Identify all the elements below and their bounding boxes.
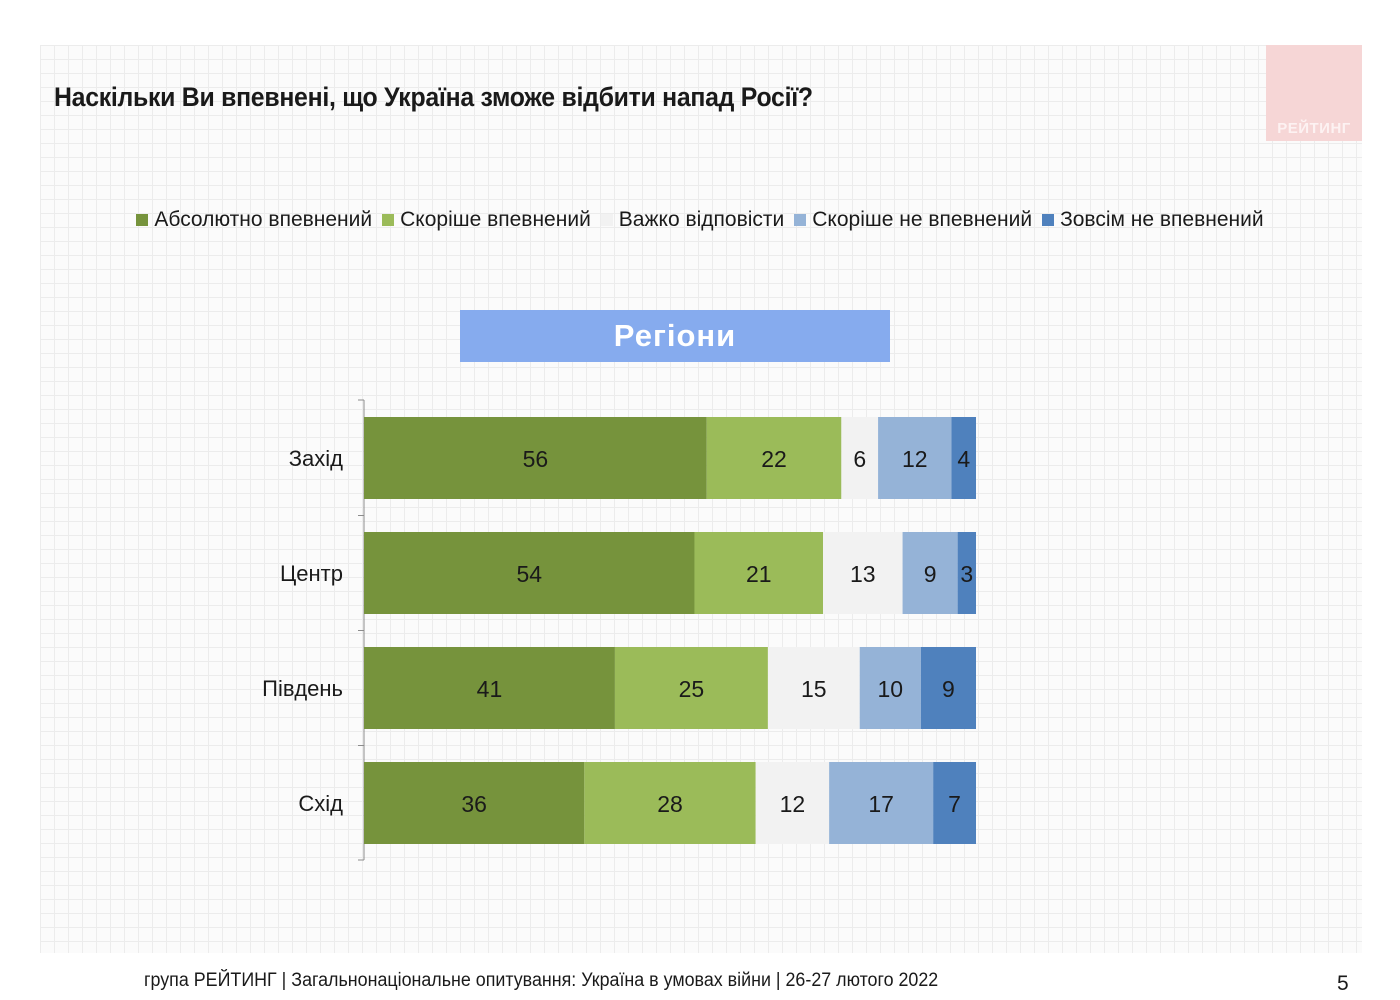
page-number: 5 xyxy=(1337,972,1349,995)
data-label: 9 xyxy=(924,561,937,587)
data-label: 36 xyxy=(461,791,487,817)
bar-segment xyxy=(823,532,903,614)
bar-segment xyxy=(957,532,976,614)
data-label: 13 xyxy=(850,561,876,587)
bar-segment xyxy=(364,417,707,499)
rating-logo: РЕЙТИНГ xyxy=(1266,45,1362,141)
bar-segment xyxy=(841,417,879,499)
legend-label: Скоріше не впевнений xyxy=(812,208,1033,231)
data-label: 28 xyxy=(657,791,683,817)
legend-item: Абсолютно впевнений xyxy=(136,208,372,232)
bar-segment xyxy=(364,532,695,614)
legend-item: Скоріше не впевнений xyxy=(794,208,1032,232)
bar-segment xyxy=(364,762,585,844)
data-label: 12 xyxy=(902,446,928,472)
bar-segment xyxy=(933,762,976,844)
data-label: 12 xyxy=(780,791,806,817)
data-label: 22 xyxy=(761,446,787,472)
logo-text: РЕЙТИНГ xyxy=(1277,120,1351,137)
bar-segment xyxy=(951,417,976,499)
category-label: Центр xyxy=(280,561,343,586)
data-label: 25 xyxy=(679,676,705,702)
bar-segment xyxy=(767,647,860,729)
category-label: Схід xyxy=(298,791,343,816)
data-label: 3 xyxy=(960,561,973,587)
legend-swatch xyxy=(136,214,149,226)
bar-segment xyxy=(878,417,952,499)
legend-swatch xyxy=(600,214,613,226)
category-label: Захід xyxy=(289,446,343,471)
legend-swatch xyxy=(382,214,395,226)
bar-segment xyxy=(859,647,921,729)
chart-legend: Абсолютно впевнений Скоріше впевнений Важк… xyxy=(0,208,1400,232)
data-label: 10 xyxy=(878,676,904,702)
data-label: 56 xyxy=(523,446,549,472)
data-label: 17 xyxy=(868,791,894,817)
legend-item: Скоріше впевнений xyxy=(382,208,591,232)
footer-text: група РЕЙТИНГ | Загальнонаціональне опит… xyxy=(144,970,939,991)
legend-swatch xyxy=(1042,214,1055,226)
data-label: 54 xyxy=(516,561,542,587)
bar-segment xyxy=(694,532,823,614)
legend-swatch xyxy=(794,214,807,226)
data-label: 6 xyxy=(853,446,866,472)
legend-label: Зовсім не впевнений xyxy=(1060,208,1264,231)
data-label: 7 xyxy=(948,791,961,817)
data-label: 21 xyxy=(746,561,772,587)
data-label: 41 xyxy=(477,676,503,702)
bar-segment xyxy=(706,417,842,499)
legend-item: Зовсім не впевнений xyxy=(1042,208,1264,232)
data-label: 4 xyxy=(957,446,970,472)
bar-segment xyxy=(902,532,958,614)
data-label: 9 xyxy=(942,676,955,702)
bar-segment xyxy=(755,762,830,844)
bar-segment xyxy=(584,762,756,844)
bar-segment xyxy=(614,647,768,729)
legend-label: Важко відповісти xyxy=(618,208,785,231)
section-banner: Регіони xyxy=(460,310,890,362)
bar-segment xyxy=(364,647,615,729)
legend-item: Важко відповісти xyxy=(600,208,785,232)
data-label: 15 xyxy=(801,676,827,702)
legend-label: Скоріше впевнений xyxy=(400,208,591,231)
bar-segment xyxy=(920,647,976,729)
bar-segment xyxy=(829,762,934,844)
category-label: Південь xyxy=(262,676,343,701)
legend-label: Абсолютно впевнений xyxy=(154,208,373,231)
chart-title: Наскільки Ви впевнені, що Україна зможе … xyxy=(54,82,813,112)
